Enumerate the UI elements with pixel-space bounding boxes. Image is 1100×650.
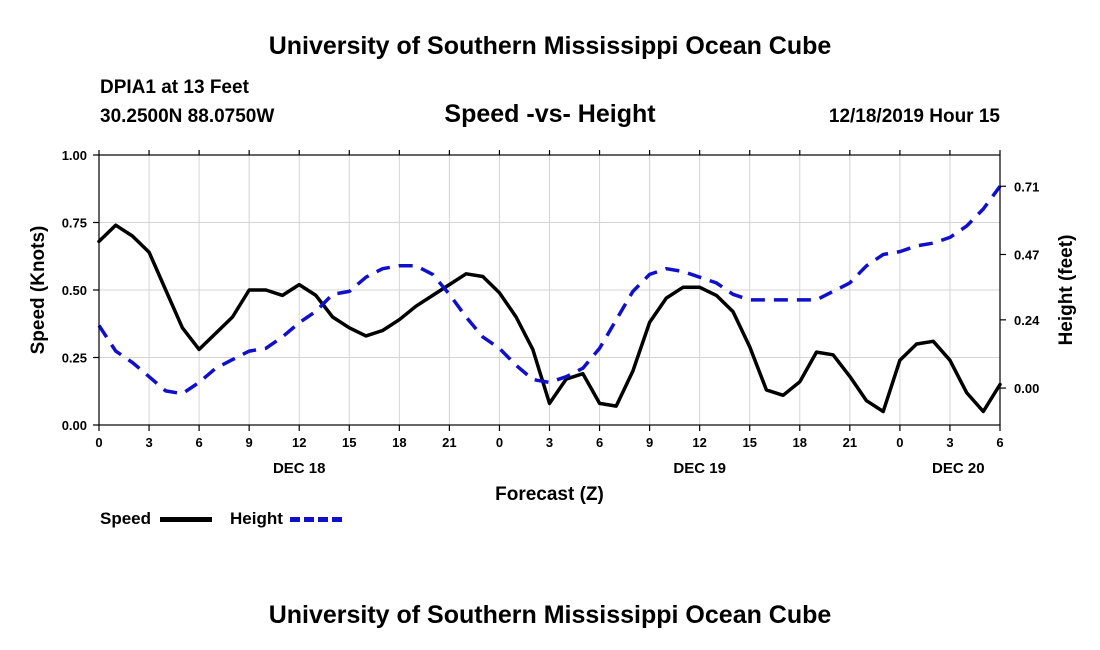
legend-speed-swatch xyxy=(160,517,212,522)
y-right-tick-label: 0.71 xyxy=(1014,179,1039,194)
x-tick-label: 0 xyxy=(896,435,903,450)
x-tick-label: 3 xyxy=(546,435,553,450)
forecast-datetime: 12/18/2019 Hour 15 xyxy=(828,106,1000,127)
y-tick-label: 1.00 xyxy=(62,148,87,163)
x-day-label: DEC 20 xyxy=(932,460,985,477)
legend-height-label: Height xyxy=(230,509,283,528)
x-tick-label: 12 xyxy=(692,435,706,450)
x-tick-label: 6 xyxy=(195,435,202,450)
x-tick-label: 0 xyxy=(496,435,503,450)
station-name: DPIA1 at 13 Feet xyxy=(100,77,249,98)
page-title: University of Southern Mississippi Ocean… xyxy=(268,32,832,60)
x-tick-label: 18 xyxy=(392,435,406,450)
x-tick-label: 21 xyxy=(843,435,857,450)
y-tick-label: 0.50 xyxy=(62,283,87,298)
x-tick-label: 15 xyxy=(742,435,756,450)
x-tick-label: 3 xyxy=(145,435,152,450)
x-day-label: DEC 19 xyxy=(673,460,726,477)
x-tick-label: 18 xyxy=(793,435,807,450)
x-tick-label: 3 xyxy=(946,435,953,450)
chart-title: Speed -vs- Height xyxy=(444,100,656,128)
x-tick-label: 0 xyxy=(95,435,102,450)
y-axis-title: Speed (Knots) xyxy=(28,226,49,355)
speed-series-line xyxy=(97,223,1002,414)
x-tick-label: 9 xyxy=(246,435,253,450)
station-coords: 30.2500N 88.0750W xyxy=(100,106,275,127)
x-tick-label: 6 xyxy=(996,435,1003,450)
y-tick-label: 0.75 xyxy=(62,216,87,231)
x-tick-label: 21 xyxy=(442,435,456,450)
y-right-tick-label: 0.24 xyxy=(1014,313,1040,328)
y-right-tick-label: 0.47 xyxy=(1014,247,1039,262)
y-tick-label: 0.25 xyxy=(62,351,87,366)
legend-speed-label: Speed xyxy=(100,509,152,528)
y-right-axis-title: Height (feet) xyxy=(1056,235,1077,346)
x-tick-label: 12 xyxy=(292,435,306,450)
x-day-label: DEC 18 xyxy=(273,460,326,477)
legend-height-swatch xyxy=(290,517,342,522)
footer-title: University of Southern Mississippi Ocean… xyxy=(268,601,832,629)
x-axis-title: Forecast (Z) xyxy=(495,484,604,505)
x-tick-label: 9 xyxy=(646,435,653,450)
y-tick-label: 0.00 xyxy=(62,418,87,433)
x-tick-label: 15 xyxy=(342,435,356,450)
x-tick-label: 6 xyxy=(596,435,603,450)
y-right-tick-label: 0.00 xyxy=(1014,381,1039,396)
height-series-line xyxy=(97,185,1002,396)
